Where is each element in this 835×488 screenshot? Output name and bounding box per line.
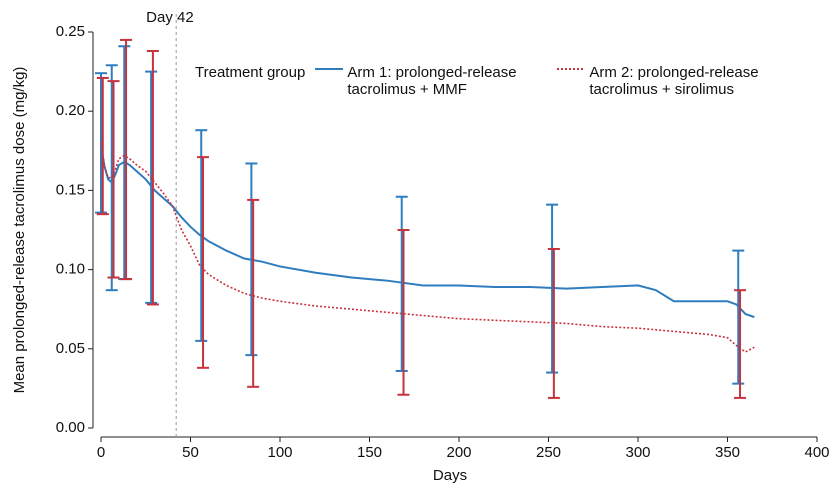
legend-item: Arm 2: prolonged-release tacrolimus + si… <box>557 64 789 98</box>
legend-label: Arm 2: prolonged-release tacrolimus + si… <box>589 64 759 98</box>
y-tick-label: 0.10 <box>56 261 85 278</box>
x-tick-label: 400 <box>804 444 829 461</box>
error-bar <box>546 203 559 374</box>
x-tick-label: 350 <box>715 444 740 461</box>
error-bar <box>145 70 158 304</box>
error-bar <box>547 248 560 399</box>
error-bar <box>96 76 109 216</box>
error-bar <box>732 249 745 385</box>
error-bar <box>118 45 131 281</box>
error-bar <box>247 198 260 388</box>
legend-item: Arm 1: prolonged-release tacrolimus + MM… <box>315 64 547 98</box>
error-bar <box>146 50 159 306</box>
legend: Treatment group Arm 1: prolonged-release… <box>195 64 789 98</box>
x-tick-label: 300 <box>625 444 650 461</box>
series-line <box>100 145 755 319</box>
x-tick-label: 200 <box>446 444 471 461</box>
error-bar <box>105 64 118 292</box>
y-tick-label: 0.00 <box>56 419 85 436</box>
reference-label: Day 42 <box>146 9 194 26</box>
y-tick-label: 0.20 <box>56 102 85 119</box>
error-bar <box>395 195 408 372</box>
legend-swatch <box>557 68 586 70</box>
y-tick-label: 0.15 <box>56 181 85 198</box>
error-bar <box>195 129 208 342</box>
error-bar <box>397 229 410 396</box>
y-tick-label: 0.25 <box>56 23 85 40</box>
error-bar <box>120 38 133 281</box>
error-bar <box>245 162 258 357</box>
series-line <box>100 142 755 353</box>
legend-swatch <box>315 68 344 70</box>
x-axis-label: Days <box>433 467 467 484</box>
error-bar <box>734 289 747 399</box>
x-tick-label: 250 <box>536 444 561 461</box>
x-tick-label: 150 <box>357 444 382 461</box>
legend-title: Treatment group <box>195 64 306 81</box>
error-bar <box>197 156 210 369</box>
legend-label: Arm 1: prolonged-release tacrolimus + MM… <box>347 64 517 98</box>
error-bar <box>107 80 120 279</box>
x-tick-label: 0 <box>97 444 105 461</box>
x-tick-label: 50 <box>182 444 199 461</box>
y-axis-label: Mean prolonged-release tacrolimus dose (… <box>11 67 28 394</box>
y-tick-label: 0.05 <box>56 340 85 357</box>
x-tick-label: 100 <box>267 444 292 461</box>
